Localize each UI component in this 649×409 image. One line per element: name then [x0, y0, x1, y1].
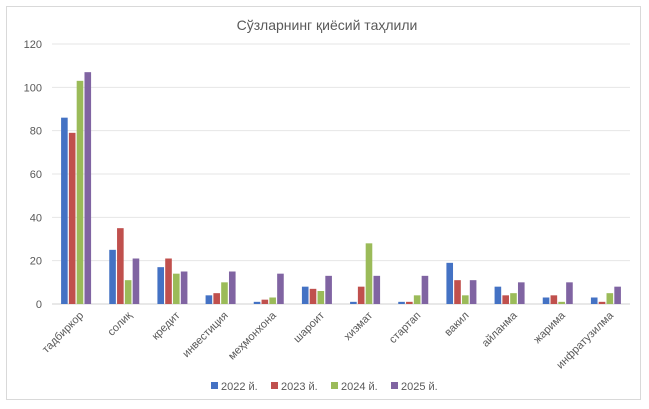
bar: [180, 271, 188, 304]
x-tick-label: солиқ: [105, 310, 134, 339]
bar: [421, 275, 429, 304]
bar: [365, 243, 373, 304]
bar: [84, 72, 92, 305]
bar: [325, 275, 332, 304]
y-tick-label: 100: [24, 82, 42, 94]
chart-frame: [6, 6, 641, 400]
legend-label: 2025 й.: [401, 381, 438, 393]
bar: [269, 297, 276, 304]
legend-swatch: [331, 382, 338, 389]
bar: [510, 293, 517, 304]
x-tick-label: хизмат: [342, 310, 375, 343]
y-axis-ticks: 0 20 40 60 80 100 120: [24, 39, 42, 311]
y-tick-label: 80: [30, 126, 42, 138]
y-tick-label: 0: [36, 299, 42, 311]
bar: [309, 288, 317, 304]
bar: [462, 295, 469, 304]
bar: [413, 295, 421, 304]
y-tick-label: 120: [24, 39, 42, 51]
bar: [350, 301, 357, 304]
bar: [614, 286, 621, 304]
x-tick-label: стартап: [387, 310, 423, 346]
bar: [517, 282, 525, 304]
x-tick-label: айланма: [480, 309, 521, 350]
bar: [550, 295, 558, 304]
bar: [221, 282, 228, 304]
x-axis-ticks: тадбиркор солиқ кредитинвестициямеҳмонхона…: [40, 309, 617, 371]
gridlines: [52, 43, 630, 305]
bar: [165, 258, 172, 304]
bar: [124, 280, 132, 304]
bar: [157, 267, 165, 304]
bar: [606, 293, 614, 304]
bar: [109, 249, 116, 304]
x-tick-label: меҳмонхона: [226, 309, 279, 362]
x-tick-label: кредит: [150, 310, 183, 343]
bar: [454, 280, 461, 304]
bar: [317, 291, 325, 304]
bar: [406, 301, 413, 304]
bar: [213, 293, 220, 304]
bar: [357, 286, 365, 304]
legend-label: 2023 й.: [281, 381, 318, 393]
legend: 2022 й. 2023 й. 2024 й. 2025 й.: [211, 381, 438, 393]
x-tick-label: жарима: [532, 309, 569, 346]
bar: [590, 297, 598, 304]
bar: [61, 117, 68, 305]
y-tick-label: 20: [30, 256, 42, 268]
x-tick-label: инвестиция: [180, 310, 230, 360]
legend-swatch: [271, 382, 278, 389]
legend-swatch: [391, 382, 398, 389]
bar: [132, 258, 140, 304]
bar: [76, 80, 84, 304]
bar: [373, 275, 381, 304]
y-tick-label: 40: [30, 212, 42, 224]
bar: [494, 286, 502, 304]
legend-label: 2022 й.: [221, 381, 258, 393]
legend-label: 2024 й.: [341, 381, 378, 393]
bar: [228, 271, 236, 304]
chart-title: Сўзларнинг қиёсий таҳлили: [237, 17, 418, 33]
bar: [469, 280, 477, 304]
legend-swatch: [211, 382, 218, 389]
bar: [277, 273, 284, 304]
bar: [261, 299, 269, 304]
bar: [398, 301, 405, 304]
bar: [68, 132, 76, 304]
bar: [558, 301, 565, 304]
x-tick-label: тадбиркор: [40, 310, 86, 356]
bar: [502, 295, 509, 304]
bar: [253, 301, 261, 304]
bar: [301, 286, 309, 304]
bar: [205, 295, 213, 304]
bar: [598, 301, 606, 304]
bar: [446, 262, 454, 304]
x-tick-label: шароит: [291, 310, 327, 346]
bar: [566, 282, 573, 304]
y-tick-label: 60: [30, 169, 42, 181]
bars: [61, 72, 621, 305]
x-tick-label: вакил: [442, 310, 471, 339]
bar: [117, 228, 124, 304]
bar: [173, 273, 180, 304]
bar: [542, 297, 550, 304]
